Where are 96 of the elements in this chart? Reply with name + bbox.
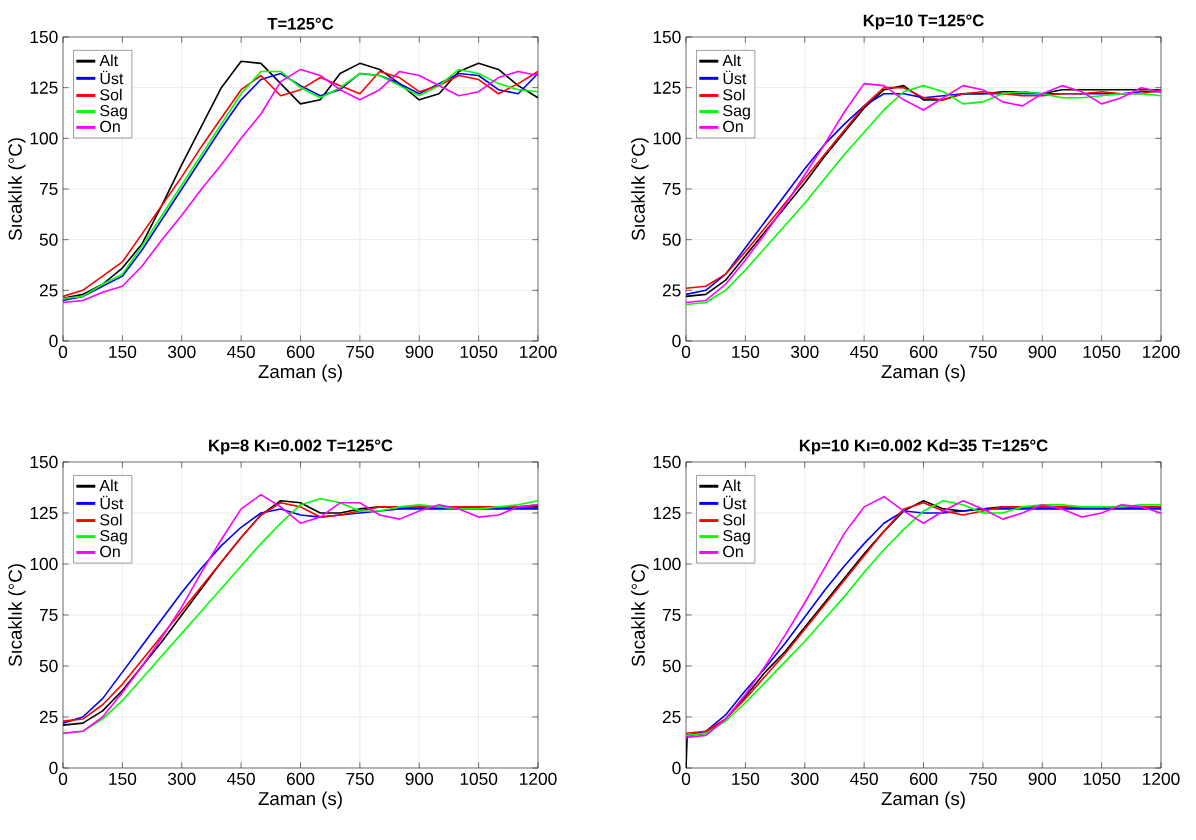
x-tick-label: 150	[109, 772, 137, 785]
x-tick-label: 750	[969, 345, 997, 358]
x-tick-label: 450	[850, 772, 878, 785]
x-tick-label: 0	[58, 345, 68, 358]
x-tick-label: 1200	[520, 772, 557, 785]
x-tick-label: 900	[405, 772, 434, 785]
legend-label: On	[100, 120, 120, 133]
x-axis-title: Zaman (s)	[258, 791, 342, 809]
x-tick-label: 150	[109, 345, 137, 358]
y-tick-label: 75	[39, 608, 58, 622]
y-axis-title: Sıcaklık (°C)	[8, 138, 26, 241]
y-tick-label: 25	[662, 710, 681, 724]
legend-label: Sol	[723, 513, 745, 526]
y-tick-label: 75	[662, 182, 681, 196]
x-axis-title: Zaman (s)	[881, 791, 965, 809]
legend-label: Üst	[723, 495, 747, 510]
y-tick-label: 25	[39, 710, 58, 724]
legend-label: Alt	[722, 479, 741, 492]
x-tick-label: 900	[1028, 345, 1057, 358]
x-tick-label: 0	[681, 345, 691, 358]
y-tick-label: 75	[39, 182, 58, 196]
chart-title: Kp=10 T=125°C	[863, 14, 984, 30]
x-tick-label: 750	[969, 772, 997, 785]
legend-label: Üst	[100, 495, 124, 510]
y-tick-label: 100	[30, 132, 58, 145]
y-tick-label: 0	[672, 761, 681, 775]
y-tick-label: 25	[39, 284, 58, 297]
x-tick-label: 1200	[1143, 345, 1180, 358]
legend-label: Sol	[723, 88, 745, 101]
x-tick-label: 600	[909, 345, 938, 358]
y-tick-label: 150	[653, 30, 681, 44]
x-tick-label: 450	[227, 772, 255, 785]
y-tick-label: 50	[662, 659, 681, 673]
x-tick-label: 300	[790, 772, 819, 785]
x-axis-title: Zaman (s)	[881, 364, 965, 382]
x-tick-label: 900	[405, 345, 434, 358]
x-tick-label: 300	[167, 772, 196, 785]
x-tick-label: 600	[909, 772, 938, 785]
x-tick-label: 1050	[460, 772, 498, 785]
legend-label: Sag	[100, 104, 127, 120]
x-tick-label: 600	[286, 772, 315, 785]
x-tick-label: 450	[227, 345, 255, 358]
x-tick-label: 0	[58, 772, 68, 785]
y-tick-label: 125	[653, 81, 681, 94]
x-tick-label: 1200	[520, 345, 557, 358]
x-tick-label: 1050	[460, 345, 498, 358]
x-tick-label: 1200	[1143, 772, 1180, 785]
legend-label: Alt	[99, 479, 118, 492]
legend-label: Alt	[722, 54, 741, 67]
y-tick-label: 25	[662, 284, 681, 297]
y-tick-label: 150	[30, 455, 58, 469]
x-tick-label: 750	[346, 345, 374, 358]
y-tick-label: 125	[30, 81, 58, 94]
y-tick-label: 125	[30, 506, 58, 520]
y-tick-label: 100	[30, 557, 58, 571]
legend-label: On	[723, 120, 743, 133]
y-tick-label: 125	[653, 506, 681, 520]
y-tick-label: 0	[49, 761, 58, 775]
legend-label: Sol	[100, 88, 122, 101]
y-tick-label: 100	[653, 557, 681, 571]
legend-label: Sag	[100, 530, 127, 545]
x-axis-title: Zaman (s)	[258, 364, 342, 382]
y-tick-label: 75	[662, 608, 681, 622]
legend-label: Alt	[99, 54, 118, 67]
x-tick-label: 450	[850, 345, 878, 358]
legend-label: Sol	[100, 513, 122, 526]
x-tick-label: 600	[286, 345, 315, 358]
x-tick-label: 150	[732, 345, 760, 358]
x-tick-label: 300	[167, 345, 196, 358]
chart-title: Kp=10 Kı=0.002 Kd=35 T=125°C	[799, 439, 1048, 455]
legend-label: On	[100, 545, 120, 558]
y-tick-label: 150	[30, 30, 58, 44]
y-tick-label: 100	[653, 132, 681, 145]
x-tick-label: 1050	[1083, 772, 1121, 785]
y-axis-title: Sıcaklık (°C)	[631, 564, 649, 667]
y-tick-label: 50	[39, 233, 58, 246]
y-axis-title: Sıcaklık (°C)	[631, 138, 649, 241]
x-tick-label: 150	[732, 772, 760, 785]
x-tick-label: 750	[346, 772, 374, 785]
legend-label: Sag	[723, 104, 750, 120]
x-tick-label: 1050	[1083, 345, 1121, 358]
legend-label: Üst	[100, 70, 124, 85]
y-tick-label: 50	[662, 233, 681, 246]
chart-title: Kp=8 Kı=0.002 T=125°C	[209, 439, 393, 455]
legend-label: On	[723, 545, 743, 558]
x-tick-label: 300	[790, 345, 819, 358]
x-tick-label: 900	[1028, 772, 1057, 785]
y-tick-label: 150	[653, 455, 681, 469]
y-tick-label: 50	[39, 659, 58, 673]
legend-label: Sag	[723, 530, 750, 545]
y-tick-label: 0	[49, 334, 58, 348]
chart-title: T=125°C	[267, 17, 334, 30]
x-tick-label: 0	[681, 772, 691, 785]
y-tick-label: 0	[672, 334, 681, 348]
y-axis-title: Sıcaklık (°C)	[8, 564, 26, 667]
legend-label: Üst	[723, 70, 747, 85]
